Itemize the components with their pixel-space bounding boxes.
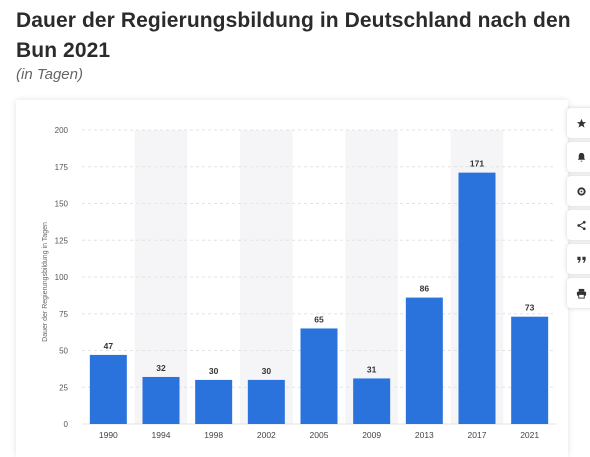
settings-button[interactable] xyxy=(567,176,590,206)
data-label: 32 xyxy=(156,363,166,373)
y-tick-label: 0 xyxy=(64,420,69,429)
data-label: 30 xyxy=(209,366,219,376)
bar xyxy=(458,172,496,424)
y-tick-label: 50 xyxy=(59,347,68,356)
x-tick-label: 2013 xyxy=(415,430,434,440)
x-tick-label: 1998 xyxy=(204,430,223,440)
y-tick-label: 175 xyxy=(55,163,69,172)
x-tick-label: 2002 xyxy=(257,430,276,440)
y-tick-label: 100 xyxy=(55,273,69,282)
cite-button[interactable] xyxy=(567,244,590,274)
print-button[interactable] xyxy=(567,278,590,308)
gear-icon xyxy=(577,186,586,196)
bar xyxy=(300,328,338,424)
y-tick-label: 150 xyxy=(55,200,69,209)
y-axis-title: Dauer der Regierungsbildung in Tagen xyxy=(42,222,49,342)
data-label: 30 xyxy=(262,366,272,376)
x-tick-label: 2017 xyxy=(468,430,487,440)
notification-button[interactable] xyxy=(567,142,590,172)
share-button[interactable] xyxy=(567,210,590,240)
x-tick-label: 1990 xyxy=(99,430,118,440)
x-tick-label: 2005 xyxy=(310,430,329,440)
share-icon xyxy=(577,220,586,230)
bar-chart: 0 25 50 75 100 125 150 175 200 Dauer der Regierun… xyxy=(42,126,556,440)
chart-card: 0 25 50 75 100 125 150 175 200 Dauer der Regierun… xyxy=(16,100,568,457)
x-tick-label: 2021 xyxy=(520,430,539,440)
x-tick-label: 1994 xyxy=(152,430,171,440)
print-icon xyxy=(576,288,587,299)
page-title: Dauer der Regierungsbildung in Deutschla… xyxy=(16,9,571,62)
data-label: 31 xyxy=(367,364,377,374)
data-label: 171 xyxy=(470,159,484,169)
y-tick-label: 200 xyxy=(55,126,69,135)
quote-icon xyxy=(577,256,586,263)
bar xyxy=(405,297,443,424)
y-tick-label: 25 xyxy=(59,383,68,392)
page-subtitle: (in Tagen) xyxy=(16,66,83,83)
bar xyxy=(353,378,391,424)
bell-icon xyxy=(577,152,586,162)
bar xyxy=(511,316,549,424)
bar xyxy=(142,376,180,424)
bar xyxy=(89,354,127,424)
bar xyxy=(195,379,233,424)
chart-toolbar xyxy=(567,108,590,312)
data-label: 65 xyxy=(314,314,324,324)
data-label: 73 xyxy=(525,303,535,313)
x-tick-label: 2009 xyxy=(362,430,381,440)
data-label: 47 xyxy=(104,341,114,351)
bar xyxy=(247,379,285,424)
y-tick-label: 125 xyxy=(55,236,69,245)
favorite-button[interactable] xyxy=(567,108,590,138)
data-label: 86 xyxy=(420,284,430,294)
background-band xyxy=(240,130,293,424)
y-tick-label: 75 xyxy=(59,310,68,319)
star-icon xyxy=(576,118,587,128)
